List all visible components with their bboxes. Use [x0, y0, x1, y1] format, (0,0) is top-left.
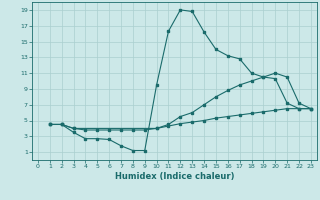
- X-axis label: Humidex (Indice chaleur): Humidex (Indice chaleur): [115, 172, 234, 181]
